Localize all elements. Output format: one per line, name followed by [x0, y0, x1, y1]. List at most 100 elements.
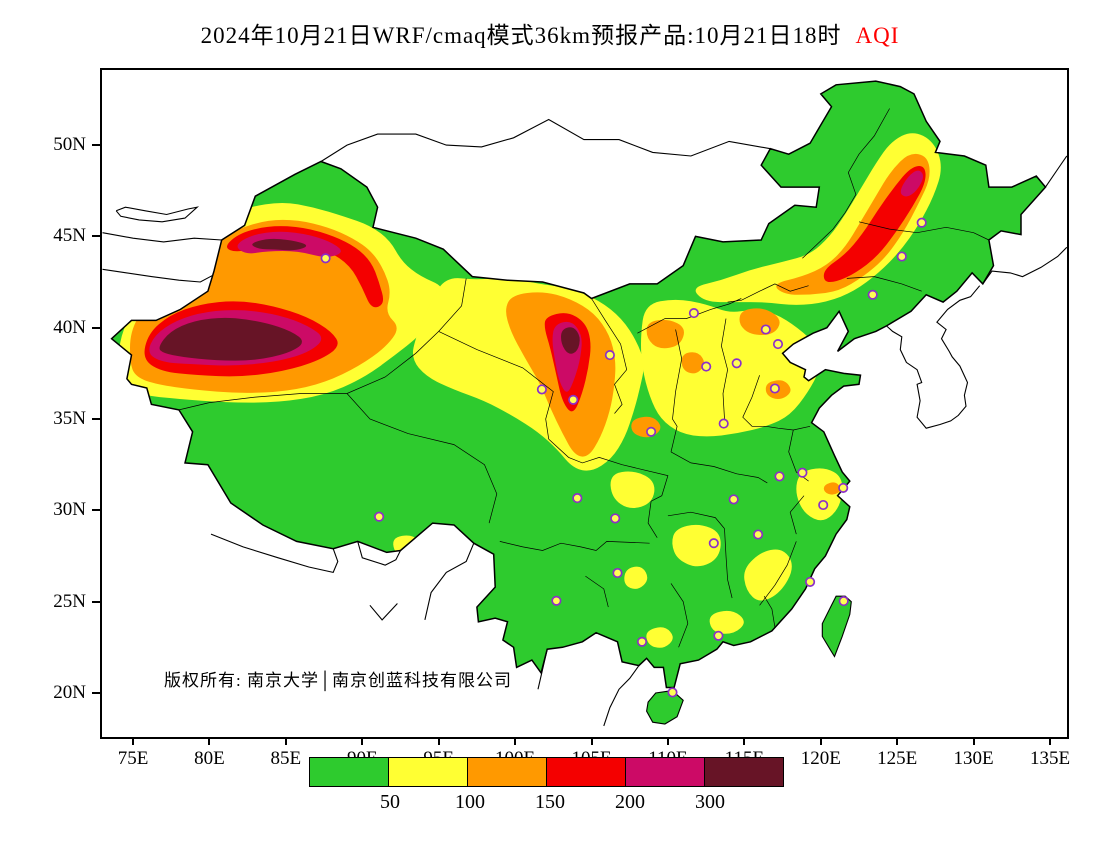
- legend-swatch: [546, 757, 626, 787]
- aqi-region-yellow: [640, 299, 820, 437]
- aqi-region-yellow: [646, 627, 673, 648]
- province-border: [346, 393, 498, 524]
- aqi-region-maroon: [561, 327, 580, 354]
- lat-tick-label: 50N: [53, 134, 86, 156]
- city-marker: [374, 511, 385, 522]
- city-marker: [572, 493, 583, 504]
- city-marker: [774, 471, 785, 482]
- city-marker: [320, 253, 331, 264]
- aqi-fill-layer: [111, 81, 1046, 724]
- aqi-region-yellow: [672, 524, 721, 567]
- lat-tick: [92, 235, 100, 238]
- province-border: [727, 283, 809, 303]
- lon-tick: [972, 737, 975, 745]
- province-border: [759, 541, 797, 606]
- lat-tick: [92, 144, 100, 147]
- title-variable-aqi: AQI: [855, 23, 900, 48]
- neighbor-border: [424, 542, 475, 621]
- province-border: [591, 298, 628, 414]
- neighbor-border: [603, 665, 640, 727]
- aqi-region-maroon: [252, 238, 307, 251]
- lon-tick: [1049, 737, 1052, 745]
- province-border: [846, 276, 922, 292]
- lat-tick: [92, 509, 100, 512]
- neighbor-border: [115, 206, 200, 223]
- city-marker: [536, 384, 547, 395]
- lon-tick-label: 130E: [953, 748, 994, 769]
- hainan-outline: [646, 690, 684, 725]
- aqi-region-maroon: [159, 317, 302, 361]
- province-border: [670, 583, 689, 648]
- province-border: [667, 511, 725, 529]
- city-marker: [718, 418, 729, 429]
- page-title: 2024年10月21日WRF/cmaq模式36km预报产品:10月21日18时 A…: [0, 16, 1100, 50]
- legend-swatch: [625, 757, 705, 787]
- lon-tick: [437, 737, 440, 745]
- city-marker: [760, 324, 771, 335]
- lon-tick-label: 80E: [194, 748, 225, 769]
- lon-tick-label: 135E: [1029, 748, 1071, 769]
- lon-tick: [361, 737, 364, 745]
- province-border: [742, 375, 811, 431]
- copyright-text: 版权所有: 南京大学│南京创蓝科技有限公司: [164, 671, 513, 690]
- aqi-region-yellow: [744, 549, 792, 601]
- city-marker: [838, 482, 849, 493]
- lon-tick-label: 120E: [800, 748, 841, 769]
- lat-tick-label: 35N: [53, 408, 86, 430]
- city-marker: [646, 426, 657, 437]
- neighbor-border: [210, 533, 339, 574]
- lon-tick-label: 85E: [270, 748, 302, 769]
- city-marker: [604, 350, 615, 361]
- aqi-region-red: [823, 166, 926, 282]
- lon-tick: [514, 737, 517, 745]
- aqi-region-yellow: [624, 566, 648, 589]
- neighbor-borders: [102, 118, 1067, 727]
- city-marker: [838, 596, 849, 607]
- province-border: [724, 528, 733, 599]
- lat-tick: [92, 418, 100, 421]
- province-border: [585, 575, 609, 608]
- aqi-region-orange: [776, 153, 930, 295]
- lat-tick-label: 30N: [53, 499, 86, 521]
- china-aqi-contour-map: [102, 80, 1067, 727]
- aqi-colorbar: 50 100 150 200 300: [309, 757, 784, 813]
- lon-tick-label: 75E: [117, 748, 149, 769]
- city-marker: [797, 467, 808, 478]
- city-marker: [568, 394, 579, 405]
- china-outline: [110, 80, 1047, 689]
- city-marker: [731, 358, 742, 369]
- city-marker: [708, 538, 719, 549]
- legend-swatch: [388, 757, 468, 787]
- lat-tick: [92, 600, 100, 603]
- province-border: [858, 221, 990, 241]
- city-marker: [713, 630, 724, 641]
- province-border: [499, 541, 650, 551]
- legend-value-label: 50: [380, 791, 400, 813]
- lon-tick: [819, 737, 822, 745]
- aqi-region-red: [226, 226, 384, 308]
- city-marker: [636, 636, 648, 647]
- city-marker: [818, 499, 829, 511]
- city-markers: [320, 217, 927, 698]
- neighbor-border: [102, 232, 222, 243]
- city-marker: [667, 687, 678, 698]
- city-marker: [916, 217, 927, 228]
- city-marker: [610, 513, 621, 524]
- aqi-region-orange: [646, 319, 684, 349]
- city-marker: [805, 576, 816, 587]
- legend-swatch: [467, 757, 547, 787]
- lat-tick: [92, 691, 100, 694]
- neighbor-border: [369, 603, 398, 621]
- legend-value-label: 100: [455, 791, 485, 813]
- lon-tick: [208, 737, 211, 745]
- lat-tick: [92, 326, 100, 329]
- lon-tick: [284, 737, 287, 745]
- province-border: [670, 451, 768, 484]
- city-marker: [867, 289, 878, 300]
- province-border: [548, 438, 669, 538]
- aqi-region-magenta: [900, 170, 924, 197]
- lon-tick: [132, 737, 135, 745]
- city-marker: [728, 494, 739, 505]
- aqi-region-yellow: [796, 468, 843, 521]
